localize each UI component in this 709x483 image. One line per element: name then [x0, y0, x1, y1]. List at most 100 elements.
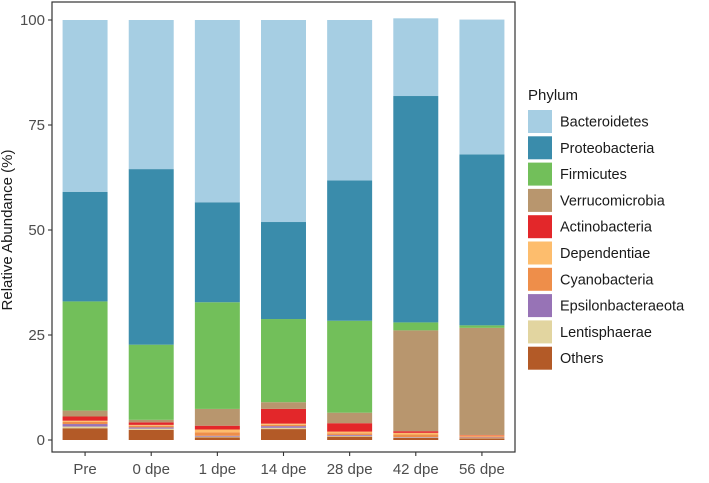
bar-segment-firmicutes-0 — [62, 301, 108, 411]
legend-key-others — [528, 346, 552, 370]
x-tick-label: 1 dpe — [199, 461, 237, 478]
bar-segment-actinobacteria-3 — [261, 408, 306, 424]
bar-segment-dependentiae-1 — [128, 424, 174, 426]
legend-key-verrucomicrobia — [528, 188, 552, 212]
bar-segment-epsilonbacteraeota-2 — [194, 435, 240, 437]
y-tick-label: 50 — [28, 222, 45, 239]
x-tick-label: 28 dpe — [327, 461, 373, 478]
bar-segment-others-0 — [62, 428, 108, 440]
bar-segment-cyanobacteria-3 — [261, 424, 306, 427]
bar-segment-proteobacteria-3 — [261, 222, 306, 320]
x-tick-label: 14 dpe — [261, 461, 307, 478]
bar-segment-others-4 — [327, 436, 373, 440]
legend-key-firmicutes — [528, 162, 552, 186]
bar-segment-verrucomicrobia-4 — [327, 412, 373, 424]
y-tick-label: 25 — [28, 327, 45, 344]
bar-segment-dependentiae-6 — [459, 435, 505, 437]
bar-segment-bacteroidetes-3 — [261, 20, 306, 223]
bar-segment-verrucomicrobia-0 — [62, 410, 108, 417]
bar-segment-others-6 — [459, 438, 505, 440]
x-tick-label: 0 dpe — [132, 461, 170, 478]
bar-segment-lentisphaerae-0 — [62, 426, 108, 429]
bar-segment-dependentiae-3 — [261, 423, 306, 425]
y-tick-label: 75 — [28, 117, 45, 134]
legend-key-epsilonbacteraeota — [528, 294, 552, 318]
legend-key-dependentiae — [528, 241, 552, 265]
y-tick-label: 0 — [37, 432, 45, 449]
bars-layer — [62, 18, 505, 440]
bar-segment-lentisphaerae-4 — [327, 435, 373, 437]
legend-label-others: Others — [560, 351, 604, 367]
legend-label-epsilonbacteraeota: Epsilonbacteraeota — [560, 299, 685, 315]
x-tick-label: 56 dpe — [459, 461, 505, 478]
x-tick-label: Pre — [73, 461, 96, 478]
bar-segment-cyanobacteria-2 — [194, 432, 240, 436]
legend-label-verrucomicrobia: Verrucomicrobia — [560, 193, 666, 209]
bar-segment-bacteroidetes-5 — [393, 18, 439, 97]
bar-segment-lentisphaerae-1 — [128, 428, 174, 430]
bar-segment-actinobacteria-4 — [327, 423, 373, 432]
bar-segment-actinobacteria-2 — [194, 425, 240, 430]
legend-key-actinobacteria — [528, 215, 552, 239]
x-axis: Pre 0 dpe 1 dpe 14 dpe 28 dpe 42 dpe 56 dpe — [73, 452, 505, 478]
bar-segment-bacteroidetes-1 — [128, 20, 174, 170]
bar-segment-others-2 — [194, 437, 240, 440]
bar-segment-cyanobacteria-4 — [327, 433, 373, 435]
legend-label-cyanobacteria: Cyanobacteria — [560, 272, 654, 288]
bar-segment-epsilonbacteraeota-1 — [128, 427, 174, 429]
bar-segment-proteobacteria-1 — [128, 169, 174, 345]
bar-segment-firmicutes-5 — [393, 322, 439, 331]
y-axis: 0 25 50 75 100 — [20, 12, 52, 449]
legend-key-proteobacteria — [528, 136, 552, 160]
bar-segment-firmicutes-4 — [327, 320, 373, 413]
bar-segment-epsilonbacteraeota-4 — [327, 434, 373, 436]
bar-segment-others-5 — [393, 437, 439, 440]
bar-segment-dependentiae-2 — [194, 429, 240, 433]
bar-segment-dependentiae-5 — [393, 432, 439, 435]
bar-segment-bacteroidetes-6 — [459, 19, 505, 155]
bar-segment-others-3 — [261, 429, 306, 440]
bar-segment-firmicutes-2 — [194, 302, 240, 409]
bar-segment-cyanobacteria-0 — [62, 421, 108, 425]
bar-segment-firmicutes-1 — [128, 344, 174, 420]
bar-segment-bacteroidetes-0 — [62, 20, 108, 192]
bar-segment-verrucomicrobia-6 — [459, 327, 505, 435]
bar-segment-verrucomicrobia-5 — [393, 330, 439, 432]
legend-label-lentisphaerae: Lentisphaerae — [560, 325, 652, 341]
bar-segment-epsilonbacteraeota-0 — [62, 424, 108, 427]
legend-label-proteobacteria: Proteobacteria — [560, 141, 655, 157]
bar-segment-bacteroidetes-2 — [194, 20, 240, 203]
bar-segment-verrucomicrobia-3 — [261, 402, 306, 409]
bar-segment-proteobacteria-6 — [459, 154, 505, 326]
bar-segment-proteobacteria-0 — [62, 191, 108, 302]
bar-segment-verrucomicrobia-1 — [128, 419, 174, 423]
bar-segment-firmicutes-6 — [459, 325, 505, 328]
y-axis-title: Relative Abundance (%) — [0, 150, 16, 311]
bar-segment-bacteroidetes-4 — [327, 20, 373, 181]
bar-segment-firmicutes-3 — [261, 319, 306, 403]
bar-segment-proteobacteria-4 — [327, 180, 373, 321]
bar-segment-proteobacteria-2 — [194, 202, 240, 303]
bar-segment-dependentiae-4 — [327, 431, 373, 434]
legend-label-bacteroidetes: Bacteroidetes — [560, 115, 649, 131]
bar-segment-lentisphaerae-2 — [194, 436, 240, 438]
bar-segment-actinobacteria-1 — [128, 422, 174, 425]
legend: Phylum Bacteroidetes Proteobacteria Firmic… — [528, 87, 685, 370]
bar-segment-dependentiae-0 — [62, 420, 108, 422]
bar-segment-lentisphaerae-3 — [261, 427, 306, 430]
bar-segment-proteobacteria-5 — [393, 96, 439, 323]
bar-segment-actinobacteria-5 — [393, 431, 439, 433]
legend-label-actinobacteria: Actinobacteria — [560, 220, 653, 236]
bar-segment-epsilonbacteraeota-3 — [261, 426, 306, 428]
legend-title: Phylum — [528, 87, 578, 104]
bar-segment-actinobacteria-0 — [62, 416, 108, 421]
bar-segment-others-1 — [128, 429, 174, 440]
bar-segment-cyanobacteria-5 — [393, 434, 439, 438]
bar-segment-cyanobacteria-1 — [128, 425, 174, 428]
legend-key-cyanobacteria — [528, 267, 552, 291]
legend-key-lentisphaerae — [528, 320, 552, 344]
y-tick-label: 100 — [20, 12, 45, 29]
legend-label-dependentiae: Dependentiae — [560, 246, 650, 262]
